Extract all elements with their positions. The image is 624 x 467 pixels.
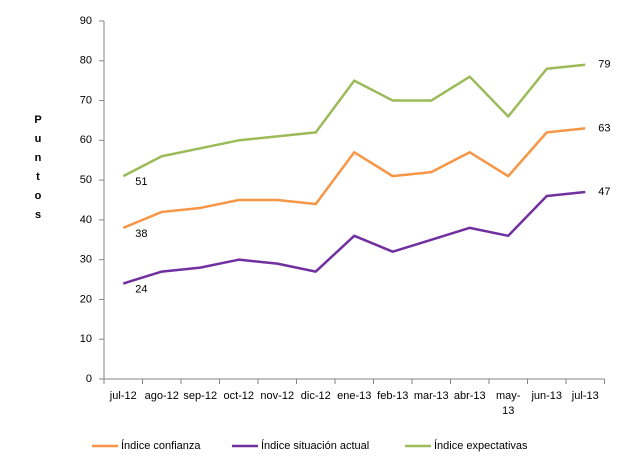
x-tick-label: nov-12 <box>260 390 294 402</box>
x-tick-label: abr-13 <box>454 390 486 402</box>
legend-label: Índice situación actual <box>261 439 369 452</box>
legend-label: Índice expectativas <box>434 439 528 452</box>
x-tick-label: sep-12 <box>183 390 217 402</box>
series-line <box>122 190 586 285</box>
data-label: 79 <box>598 59 610 71</box>
y-tick-label: 90 <box>80 15 92 27</box>
series-line <box>122 63 586 178</box>
data-label: 38 <box>135 228 147 240</box>
x-tick-label: ago-12 <box>145 390 179 402</box>
y-tick-label: 20 <box>80 293 92 305</box>
x-tick-label: jul-13 <box>571 390 599 402</box>
series-line <box>122 127 586 229</box>
x-tick-label: jul-12 <box>109 390 137 402</box>
y-tick-label: 40 <box>80 214 92 226</box>
x-tick-label: oct-12 <box>223 390 254 402</box>
x-tick-label: dic-12 <box>301 390 331 402</box>
y-tick-label: 60 <box>80 134 92 146</box>
y-tick-label: 30 <box>80 254 92 266</box>
y-tick-label: 80 <box>80 55 92 67</box>
y-tick-label: 70 <box>80 94 92 106</box>
data-label: 63 <box>598 122 610 134</box>
x-tick-label: jun-13 <box>530 390 562 402</box>
y-tick-label: 0 <box>86 373 92 385</box>
x-tick-label: ene-13 <box>337 390 371 402</box>
y-tick-label: 10 <box>80 333 92 345</box>
y-tick-label: 50 <box>80 174 92 186</box>
data-label: 47 <box>598 186 610 198</box>
data-label: 51 <box>135 176 147 188</box>
x-tick-label: feb-13 <box>377 390 408 402</box>
data-label: 24 <box>135 283 147 295</box>
x-tick-label: may-13 <box>496 390 521 417</box>
x-tick-label: mar-13 <box>414 390 449 402</box>
legend-label: Índice confianza <box>121 439 201 452</box>
